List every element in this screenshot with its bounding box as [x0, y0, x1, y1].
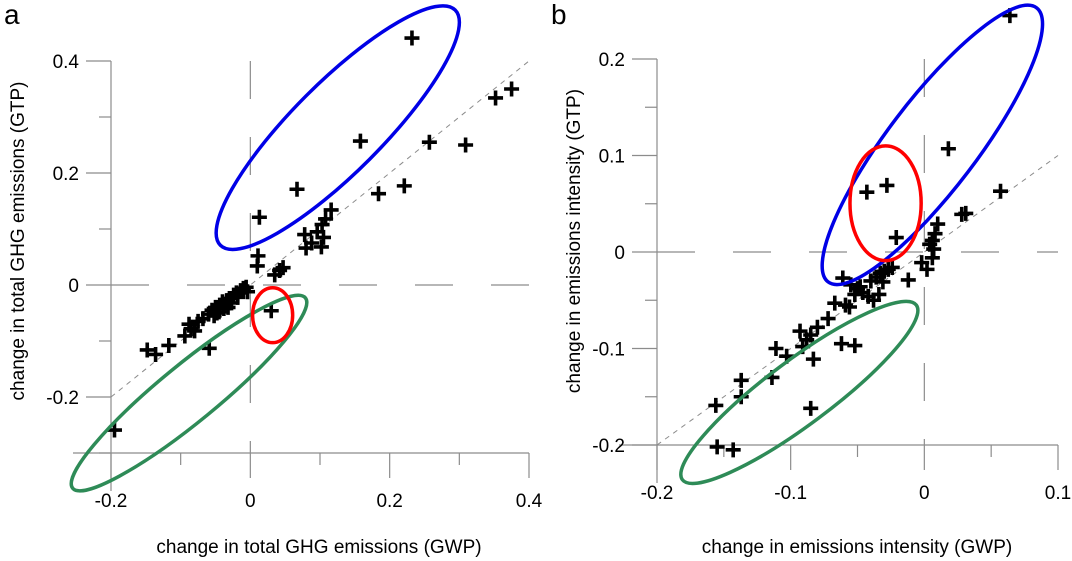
y-tick-label: 0 — [68, 276, 79, 297]
data-point — [323, 202, 339, 218]
y-tick-label: -0.2 — [592, 436, 625, 457]
data-point — [725, 442, 741, 458]
axes-b: -0.2 -0.1 0 0.1 -0.2 -0.1 0 0.1 0.2 — [592, 3, 1071, 504]
data-point — [924, 250, 940, 266]
data-point — [733, 372, 749, 388]
x-axis-title: change in emissions intensity (GWP) — [702, 537, 1012, 558]
green-ellipse — [69, 293, 309, 493]
green-ellipse — [679, 299, 920, 486]
x-tick-label: 0.4 — [516, 491, 543, 512]
panel-a: a -0.2 0 0.2 0.4 -0.2 0 0.2 0.4 change in total… — [4, 0, 543, 558]
x-tick-label: 0.1 — [1045, 483, 1071, 504]
data-point — [803, 400, 819, 416]
y-tick-label: -0.1 — [592, 340, 625, 361]
y-axis-title: change in total GHG emissions (GTP) — [8, 82, 29, 401]
data-point — [958, 205, 974, 221]
data-point — [139, 342, 155, 358]
y-tick-label: 0.4 — [53, 52, 80, 73]
data-point — [820, 311, 836, 327]
data-point — [809, 319, 825, 335]
data-point — [993, 183, 1009, 199]
x-tick-label: 0 — [245, 491, 256, 512]
data-point — [833, 336, 849, 352]
data-point — [396, 178, 412, 194]
y-axis-title: change in emissions intensity (GTP) — [564, 89, 585, 393]
data-point — [148, 346, 164, 362]
data-point — [919, 261, 935, 277]
data-point — [249, 258, 265, 274]
data-point — [879, 177, 895, 193]
data-point — [309, 224, 325, 240]
data-point — [313, 239, 329, 255]
data-point — [263, 303, 279, 319]
data-point — [841, 299, 857, 315]
data-point — [871, 286, 887, 302]
data-point — [884, 259, 900, 275]
red-ellipse — [848, 144, 923, 263]
data-point — [220, 299, 236, 315]
axes-a: -0.2 0 0.2 0.4 -0.2 0 0.2 0.4 — [46, 4, 543, 512]
data-point — [106, 422, 122, 438]
data-point — [458, 137, 474, 153]
data-point — [161, 337, 177, 353]
x-tick-label: -0.1 — [774, 483, 807, 504]
data-point — [421, 134, 437, 150]
data-point — [709, 439, 725, 455]
data-point — [805, 351, 821, 367]
data-point — [404, 30, 420, 46]
x-axis-title: change in total GHG emissions (GWP) — [156, 537, 481, 558]
panel-label: b — [551, 0, 567, 30]
panel-label: a — [4, 0, 20, 30]
data-point — [183, 321, 199, 337]
x-tick-label: -0.2 — [641, 483, 674, 504]
x-tick-label: -0.2 — [95, 491, 128, 512]
data-point — [930, 216, 946, 232]
data-point — [297, 227, 313, 243]
data-point — [888, 230, 904, 246]
x-tick-label: 0.2 — [376, 491, 402, 512]
data-point — [708, 397, 724, 413]
y-tick-label: 0.2 — [53, 164, 79, 185]
y-tick-label: -0.2 — [46, 388, 79, 409]
data-point — [768, 341, 784, 356]
data-point — [792, 323, 808, 339]
data-point — [304, 235, 320, 251]
data-point — [289, 181, 305, 197]
identity-line — [656, 155, 1059, 446]
red-ellipse — [250, 286, 295, 345]
data-point — [859, 184, 875, 200]
data-point — [847, 286, 863, 302]
data-point — [940, 141, 956, 157]
blue-ellipse — [214, 4, 462, 252]
data-point — [852, 279, 868, 295]
blue-ellipse — [820, 3, 1045, 287]
data-point — [272, 262, 288, 278]
data-point — [847, 338, 863, 354]
data-point — [251, 209, 267, 225]
x-tick-label: 0 — [919, 483, 930, 504]
data-point — [827, 295, 843, 311]
data-point — [875, 274, 891, 290]
panel-b: b -0.2 -0.1 0 0.1 -0.2 -0.1 0 0.1 0.2 change in … — [551, 0, 1071, 558]
data-point — [206, 308, 222, 324]
data-point — [900, 272, 916, 288]
data-point — [504, 81, 520, 97]
y-tick-label: 0.2 — [599, 50, 625, 71]
data-point — [488, 90, 504, 106]
y-tick-label: 0 — [614, 243, 625, 264]
data-point — [371, 186, 387, 202]
data-point — [240, 284, 256, 300]
data-point — [352, 133, 368, 149]
y-tick-label: 0.1 — [599, 147, 625, 168]
